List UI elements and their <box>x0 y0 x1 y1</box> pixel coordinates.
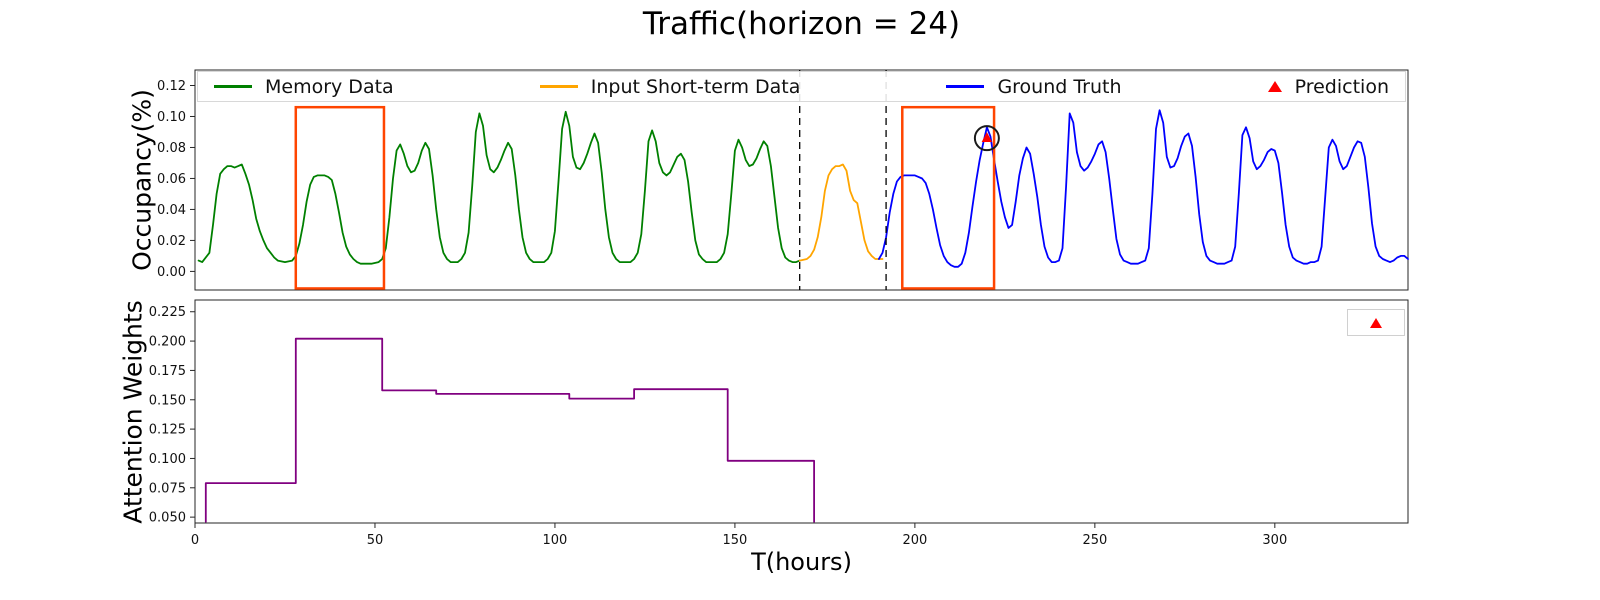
legend-label-ground-truth: Ground Truth <box>997 75 1122 98</box>
legend-item-prediction: Prediction <box>1267 75 1389 98</box>
legend-label-memory-data: Memory Data <box>265 75 394 98</box>
svg-text:0.075: 0.075 <box>149 481 186 496</box>
legend-item-ground-truth: Ground Truth <box>946 75 1122 98</box>
svg-text:0.050: 0.050 <box>149 511 186 526</box>
svg-text:0.08: 0.08 <box>157 141 186 156</box>
svg-text:0.100: 0.100 <box>149 452 186 467</box>
svg-text:0.00: 0.00 <box>157 265 186 280</box>
attention-plot-legend-box <box>1347 309 1405 336</box>
attention-plot: 0.050 0.075 0.100 0.125 0.150 0.175 0.200 0.225… <box>149 299 1409 548</box>
prediction-triangle-icon <box>1267 81 1282 92</box>
legend-item-input-short-term-data: Input Short-term Data <box>539 75 801 98</box>
svg-text:0.150: 0.150 <box>149 393 186 408</box>
svg-text:150: 150 <box>722 533 747 548</box>
memory-data-line-swatch-icon <box>214 85 252 88</box>
svg-text:0.225: 0.225 <box>149 305 186 320</box>
svg-text:0.10: 0.10 <box>157 110 186 125</box>
occupancy-plot: 0.00 0.02 0.04 0.06 0.08 0.10 0.12 <box>157 69 1409 291</box>
legend-label-prediction: Prediction <box>1294 75 1389 98</box>
chart-title: Traffic(horizon = 24) <box>642 6 961 42</box>
svg-text:0.02: 0.02 <box>157 234 186 249</box>
prediction-triangle-icon <box>1370 317 1382 328</box>
ground-truth-line-swatch-icon <box>946 85 985 88</box>
legend-label-input-short-term-data: Input Short-term Data <box>590 75 801 98</box>
svg-text:300: 300 <box>1262 533 1287 548</box>
x-axis-label: T(hours) <box>751 548 852 576</box>
svg-text:0.175: 0.175 <box>149 364 186 379</box>
svg-text:0.12: 0.12 <box>157 79 186 94</box>
svg-text:100: 100 <box>543 533 568 548</box>
legend: Memory Data Input Short-term Data Ground… <box>197 71 1406 102</box>
svg-text:0: 0 <box>191 533 199 548</box>
svg-text:0.125: 0.125 <box>149 423 186 438</box>
svg-text:0.200: 0.200 <box>149 335 186 350</box>
legend-item-memory-data: Memory Data <box>214 76 394 98</box>
svg-text:250: 250 <box>1082 533 1107 548</box>
svg-text:0.04: 0.04 <box>157 203 186 218</box>
svg-text:200: 200 <box>902 533 927 548</box>
input-short-term-line-swatch-icon <box>539 85 578 88</box>
svg-text:50: 50 <box>367 533 384 548</box>
svg-text:0.06: 0.06 <box>157 172 186 187</box>
